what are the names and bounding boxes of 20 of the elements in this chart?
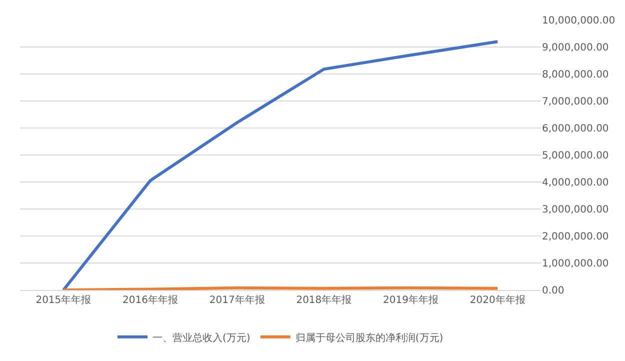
x-tick-label: 2015年年报 (36, 294, 92, 306)
y-tick-label: 10,000,000.00 (542, 16, 616, 26)
x-tick-label: 2017年年报 (209, 294, 265, 306)
x-tick-label: 2020年年报 (470, 294, 526, 306)
y-tick-label: 7,000,000.00 (542, 96, 609, 108)
legend-label: 一、营业总收入(万元) (152, 332, 250, 344)
y-tick-label: 1,000,000.00 (542, 258, 609, 270)
x-tick-label: 2018年年报 (296, 294, 352, 306)
x-tick-label: 2016年年报 (122, 294, 178, 306)
y-tick-label: 3,000,000.00 (542, 204, 609, 216)
y-tick-label: 2,000,000.00 (542, 232, 609, 242)
y-tick-label: 5,000,000.00 (542, 150, 609, 162)
y-tick-label: 4,000,000.00 (542, 178, 609, 188)
y-tick-label: 8,000,000.00 (542, 70, 609, 80)
line-series (62, 40, 500, 290)
y-tick-label: 6,000,000.00 (542, 124, 609, 134)
y-tick-label: 9,000,000.00 (542, 42, 609, 54)
legend-label: 归属于母公司股东的净利润(万元) (295, 332, 444, 344)
x-tick-label: 2019年年报 (383, 294, 438, 306)
y-tick-label: 0.00 (542, 286, 564, 296)
